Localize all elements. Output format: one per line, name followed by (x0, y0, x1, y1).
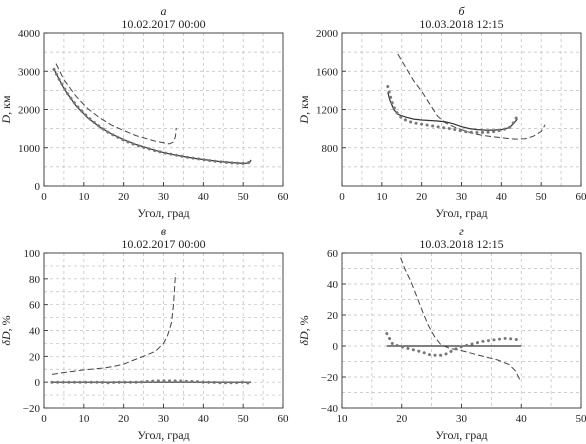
panel-c: 0 10 20 30 40 50 60−20020406080100в10.02.2017 … (0, 224, 289, 442)
panel-a-y-tick-label: 1000 (18, 143, 41, 155)
panel-b-x-tick-label: 50 (536, 191, 548, 203)
panel-c-series-dotted (50, 379, 253, 385)
panel-d-y-tick-label: 40 (327, 279, 339, 291)
panel-b: 0 10 20 30 40 50 60 800 1200 1600 2000 б10.03.2018 … (297, 4, 586, 220)
panel-d-series-dotted (385, 332, 520, 357)
panel-a-y-tick-label: 2000 (18, 105, 41, 117)
panel-a-x-tick-label: 60 (278, 191, 290, 203)
panel-d-x-tick-label: 50 (576, 413, 586, 425)
panel-c-series-dashed (51, 273, 176, 375)
panel-c-x-tick-label: 10 (78, 413, 90, 425)
panel-a: 0 10 20 30 40 50 60 0 1000 2000 3000 4000 а10.02.201… (0, 4, 289, 220)
panel-d-x-tick-label: 40 (516, 413, 528, 425)
panel-b-x-tick-label: 30 (456, 191, 468, 203)
panel-d-series-dashed (400, 257, 521, 381)
panel-b-y-tick-label: 800 (322, 143, 339, 155)
panel-a-x-tick-label: 20 (118, 191, 130, 203)
panel-a-series-dotted (52, 67, 253, 165)
panel-a-y-tick-label: 0 (35, 181, 41, 193)
panel-c-frame (43, 252, 284, 409)
panel-d-letter: г (459, 224, 464, 238)
panel-c-y-tick-label: 0 (35, 377, 41, 389)
panel-a-ylabel: D, км (0, 95, 13, 125)
panel-b-ylabel: D, км (297, 95, 311, 125)
panel-c-x-tick-label: 40 (198, 413, 210, 425)
panel-d-y-tick-label: −40 (321, 403, 339, 415)
panel-c-y-tick-label: 20 (29, 351, 41, 363)
panel-c-x-tick-label: 30 (158, 413, 170, 425)
panel-b-x-tick-label: 20 (416, 191, 428, 203)
panel-c-y-tick-label: −20 (23, 403, 41, 415)
panel-b-y-tick-label: 1600 (316, 66, 339, 78)
panel-a-x-tick-label: 30 (158, 191, 170, 203)
panel-d-ylabel: δD, % (297, 315, 311, 345)
panel-b-series-solid (387, 92, 518, 131)
panel-c-y-tick-label: 40 (29, 326, 41, 338)
panel-c-y-tick-label: 100 (24, 248, 41, 260)
panel-d-y-tick-label: −20 (321, 372, 339, 384)
panel-b-x-tick-label: 0 (339, 191, 345, 203)
panel-b-grid (342, 33, 581, 186)
panel-a-y-tick-label: 4000 (18, 28, 41, 40)
panel-b-xlabel: Угол, град (435, 206, 487, 220)
panel-a-xlabel: Угол, град (137, 206, 189, 220)
panel-c-x-tick-label: 50 (238, 413, 250, 425)
panel-d-x-tick-label: 20 (396, 413, 408, 425)
panel-a-x-tick-label: 40 (198, 191, 210, 203)
panel-c-x-tick-label: 60 (278, 413, 290, 425)
panel-b-x-tick-label: 60 (576, 191, 586, 203)
panel-b-x-tick-label: 40 (496, 191, 508, 203)
panel-d: 10 20 30 40 50 −40 −20 0 20 40 60 г10.03.2018 12:15… (297, 224, 586, 442)
panel-d-y-tick-label: 20 (327, 310, 339, 322)
panel-d-grid (342, 253, 581, 408)
panel-c-title: 10.02.2017 00:00 (121, 237, 205, 251)
panel-b-y-tick-label: 2000 (316, 28, 339, 40)
panel-c-y-tick-label: 80 (29, 274, 41, 286)
panel-c-grid (44, 253, 283, 408)
panel-a-x-tick-label: 0 (41, 191, 47, 203)
panel-d-title: 10.03.2018 12:15 (419, 237, 503, 251)
panel-a-series-dashed (55, 63, 177, 145)
panel-b-letter: б (458, 4, 465, 18)
panel-c-ylabel: δD, % (0, 315, 13, 345)
panel-d-y-tick-label: 0 (333, 341, 339, 353)
panel-a-letter: а (161, 4, 167, 18)
panel-d-x-tick-label: 10 (337, 413, 349, 425)
panel-a-title: 10.02.2017 00:00 (121, 17, 205, 31)
panel-b-title: 10.03.2018 12:15 (419, 17, 503, 31)
panel-d-xlabel: Угол, град (435, 428, 487, 442)
panel-b-x-tick-label: 10 (376, 191, 388, 203)
panel-d-y-tick-label: 60 (327, 248, 339, 260)
panel-a-y-tick-label: 3000 (18, 66, 41, 78)
panel-b-series-dashed (397, 53, 546, 140)
panel-d-frame (341, 252, 582, 409)
panel-a-x-tick-label: 50 (238, 191, 250, 203)
panel-c-xlabel: Угол, град (137, 428, 189, 442)
panel-a-x-tick-label: 10 (78, 191, 90, 203)
panel-c-y-tick-label: 60 (29, 300, 41, 312)
panel-c-letter: в (161, 224, 166, 238)
panel-b-frame (341, 32, 582, 187)
panel-d-x-tick-label: 30 (456, 413, 468, 425)
panel-b-series-dotted (386, 85, 519, 135)
panel-b-y-tick-label: 1200 (316, 105, 339, 117)
panel-c-x-tick-label: 20 (118, 413, 130, 425)
panel-c-x-tick-label: 0 (41, 413, 47, 425)
